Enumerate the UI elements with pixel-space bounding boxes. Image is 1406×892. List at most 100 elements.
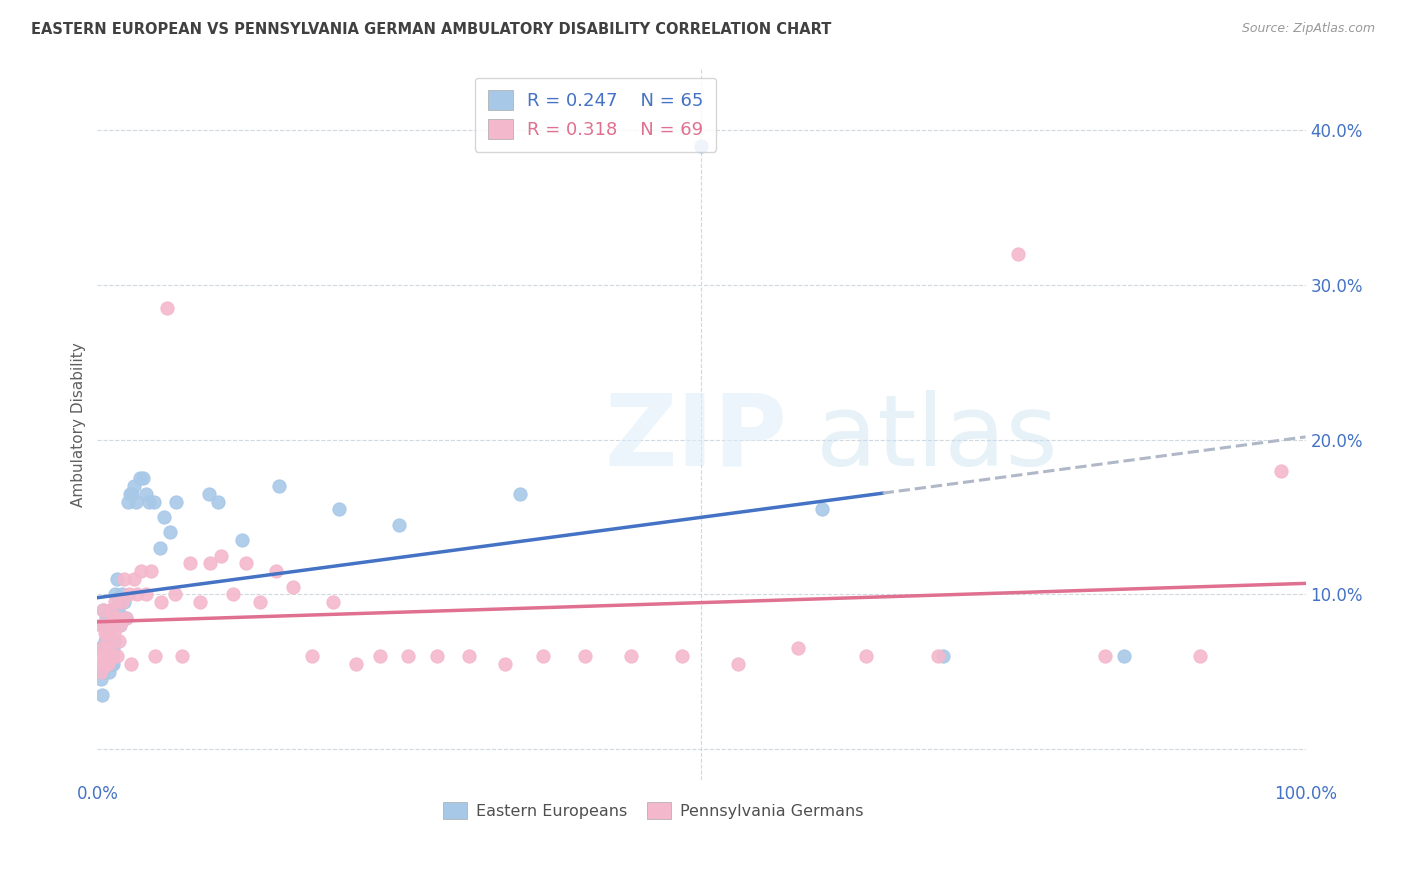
Point	[96, 649, 118, 664]
Point	[93, 665, 115, 679]
Point	[97, 641, 120, 656]
Point	[509, 487, 531, 501]
Point	[143, 649, 166, 664]
Point	[93, 633, 115, 648]
Point	[1094, 649, 1116, 664]
Point	[231, 533, 253, 548]
Point	[179, 557, 201, 571]
Point	[101, 657, 124, 671]
Point	[96, 626, 118, 640]
Point	[91, 688, 114, 702]
Point	[207, 494, 229, 508]
Legend: Eastern Europeans, Pennsylvania Germans: Eastern Europeans, Pennsylvania Germans	[436, 795, 870, 825]
Point	[94, 657, 117, 671]
Point	[104, 610, 127, 624]
Point	[143, 494, 166, 508]
Point	[620, 649, 643, 664]
Point	[322, 595, 344, 609]
Point	[104, 595, 127, 609]
Point	[98, 641, 121, 656]
Point	[344, 657, 367, 671]
Point	[118, 587, 141, 601]
Point	[89, 641, 111, 656]
Point	[121, 487, 143, 501]
Point	[93, 618, 115, 632]
Point	[301, 649, 323, 664]
Text: EASTERN EUROPEAN VS PENNSYLVANIA GERMAN AMBULATORY DISABILITY CORRELATION CHART: EASTERN EUROPEAN VS PENNSYLVANIA GERMAN …	[31, 22, 831, 37]
Point	[98, 652, 121, 666]
Point	[396, 649, 419, 664]
Point	[426, 649, 449, 664]
Point	[101, 641, 124, 656]
Point	[93, 649, 115, 664]
Point	[107, 610, 129, 624]
Point	[108, 633, 131, 648]
Point	[139, 564, 162, 578]
Point	[100, 649, 122, 664]
Point	[1114, 649, 1136, 664]
Point	[531, 649, 554, 664]
Point	[787, 641, 810, 656]
Point	[98, 618, 121, 632]
Point	[94, 649, 117, 664]
Point	[110, 618, 132, 632]
Point	[198, 557, 221, 571]
Point	[118, 487, 141, 501]
Point	[458, 649, 481, 664]
Point	[494, 657, 516, 671]
Point	[93, 603, 115, 617]
Point	[89, 649, 111, 664]
Point	[328, 502, 350, 516]
Point	[91, 618, 114, 632]
Point	[97, 652, 120, 666]
Point	[170, 649, 193, 664]
Point	[1189, 649, 1212, 664]
Point	[128, 471, 150, 485]
Point	[90, 618, 112, 632]
Point	[127, 587, 149, 601]
Point	[90, 673, 112, 687]
Point	[100, 603, 122, 617]
Point	[107, 603, 129, 617]
Point	[117, 494, 139, 508]
Point	[93, 603, 115, 617]
Point	[129, 564, 152, 578]
Point	[671, 649, 693, 664]
Point	[110, 618, 132, 632]
Point	[267, 479, 290, 493]
Point	[94, 618, 117, 632]
Point	[159, 525, 181, 540]
Point	[221, 587, 243, 601]
Point	[150, 595, 173, 609]
Point	[156, 301, 179, 316]
Point	[103, 626, 125, 640]
Point	[97, 626, 120, 640]
Point	[108, 595, 131, 609]
Point	[264, 564, 287, 578]
Point	[101, 610, 124, 624]
Point	[135, 587, 157, 601]
Point	[197, 487, 219, 501]
Point	[368, 649, 391, 664]
Point	[932, 649, 955, 664]
Point	[98, 626, 121, 640]
Point	[209, 549, 232, 563]
Point	[132, 471, 155, 485]
Point	[727, 657, 749, 671]
Point	[110, 587, 132, 601]
Point	[93, 657, 115, 671]
Point	[96, 633, 118, 648]
Point	[163, 587, 186, 601]
Point	[388, 517, 411, 532]
Point	[112, 595, 135, 609]
Y-axis label: Ambulatory Disability: Ambulatory Disability	[72, 342, 86, 507]
Point	[105, 649, 128, 664]
Point	[855, 649, 877, 664]
Point	[111, 610, 134, 624]
Point	[1007, 247, 1029, 261]
Text: atlas: atlas	[817, 390, 1057, 487]
Point	[97, 618, 120, 632]
Point	[125, 494, 148, 508]
Point	[110, 595, 132, 609]
Point	[112, 572, 135, 586]
